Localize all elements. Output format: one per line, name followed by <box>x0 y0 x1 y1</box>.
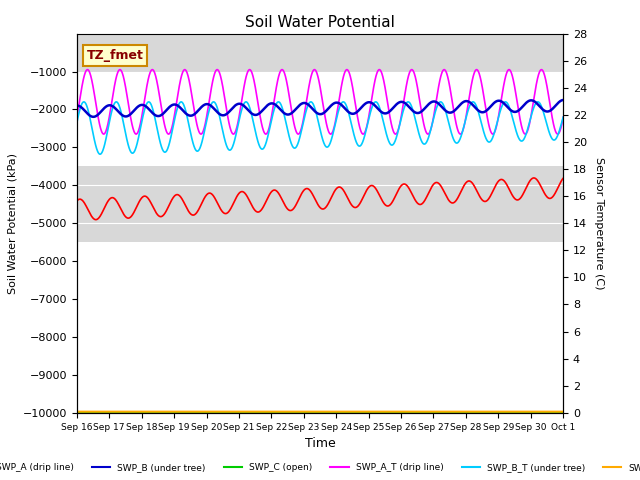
SWP_C_T <box>73 409 81 415</box>
SWP_A (drip line) <box>92 217 100 223</box>
SWP_B_T (under tree) <box>111 100 118 106</box>
Line: SWP_B (under tree): SWP_B (under tree) <box>77 100 563 117</box>
SWP_B (under tree) <box>559 97 567 103</box>
SWP_C (open) <box>131 409 138 415</box>
SWP_B_T (under tree) <box>298 124 306 130</box>
SWP_B_T (under tree) <box>131 148 138 154</box>
SWP_B (under tree) <box>73 103 81 108</box>
SWP_A (drip line) <box>73 198 81 204</box>
SWP_C (open) <box>559 409 567 415</box>
Y-axis label: Sensor Temperature (C): Sensor Temperature (C) <box>594 157 604 289</box>
SWP_A (drip line) <box>530 175 538 181</box>
Title: Soil Water Potential: Soil Water Potential <box>245 15 395 30</box>
SWP_A_T (drip line) <box>279 68 287 73</box>
SWP_A (drip line) <box>131 208 138 214</box>
SWP_A (drip line) <box>350 204 358 210</box>
SWP_A (drip line) <box>280 200 287 205</box>
SWP_A (drip line) <box>290 206 298 212</box>
SWP_B_T (under tree) <box>97 151 104 157</box>
Text: TZ_fmet: TZ_fmet <box>86 49 143 62</box>
SWP_A (drip line) <box>111 196 118 202</box>
Line: SWP_B_T (under tree): SWP_B_T (under tree) <box>77 102 563 154</box>
SWP_C (open) <box>298 409 306 415</box>
SWP_C (open) <box>73 409 81 415</box>
SWP_B_T (under tree) <box>290 145 298 151</box>
SWP_A_T (drip line) <box>349 90 357 96</box>
SWP_C_T <box>131 409 138 415</box>
SWP_B_T (under tree) <box>469 99 477 105</box>
SWP_B_T (under tree) <box>280 109 287 115</box>
SWP_B (under tree) <box>131 107 138 113</box>
SWP_A_T (drip line) <box>289 117 297 123</box>
Line: SWP_A_T (drip line): SWP_A_T (drip line) <box>77 70 563 134</box>
SWP_A (drip line) <box>298 190 306 195</box>
SWP_A_T (drip line) <box>554 131 561 137</box>
SWP_B (under tree) <box>350 111 358 117</box>
SWP_A_T (drip line) <box>298 123 306 129</box>
SWP_C_T <box>559 409 567 415</box>
SWP_A_T (drip line) <box>111 83 118 89</box>
SWP_A (drip line) <box>559 175 567 181</box>
SWP_B (under tree) <box>280 110 287 116</box>
SWP_B_T (under tree) <box>350 132 358 137</box>
SWP_B (under tree) <box>111 105 118 111</box>
Line: SWP_A (drip line): SWP_A (drip line) <box>77 178 563 220</box>
SWP_B (under tree) <box>90 114 97 120</box>
SWP_A_T (drip line) <box>131 129 138 135</box>
Legend: SWP_A (drip line), SWP_B (under tree), SWP_C (open), SWP_A_T (drip line), SWP_B_: SWP_A (drip line), SWP_B (under tree), S… <box>0 459 640 476</box>
X-axis label: Time: Time <box>305 437 335 450</box>
SWP_C_T <box>298 409 306 415</box>
SWP_A_T (drip line) <box>538 67 545 72</box>
SWP_A_T (drip line) <box>73 114 81 120</box>
Bar <box>77 242 563 413</box>
SWP_B (under tree) <box>290 108 298 114</box>
SWP_C_T <box>289 409 297 415</box>
SWP_C (open) <box>289 409 297 415</box>
SWP_B_T (under tree) <box>73 120 81 126</box>
SWP_C_T <box>111 409 118 415</box>
SWP_B_T (under tree) <box>559 114 567 120</box>
SWP_C (open) <box>349 409 357 415</box>
Bar <box>77 72 563 167</box>
SWP_C_T <box>349 409 357 415</box>
SWP_C (open) <box>111 409 118 415</box>
SWP_B (under tree) <box>298 100 306 106</box>
SWP_A_T (drip line) <box>559 114 567 120</box>
Y-axis label: Soil Water Potential (kPa): Soil Water Potential (kPa) <box>7 153 17 294</box>
SWP_C_T <box>279 409 287 415</box>
SWP_C (open) <box>279 409 287 415</box>
